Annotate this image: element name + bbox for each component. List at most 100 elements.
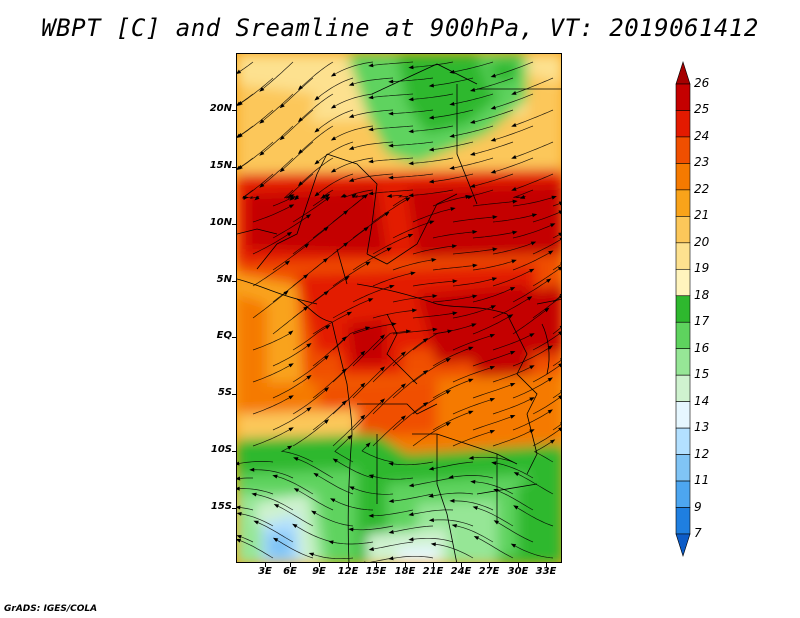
streamline-arrowhead	[449, 165, 455, 170]
streamline	[252, 233, 290, 255]
streamline-arrowhead	[388, 529, 394, 534]
streamline	[261, 157, 294, 187]
streamline	[533, 440, 554, 463]
streamline	[512, 378, 551, 399]
streamline	[261, 61, 294, 91]
streamline-arrowhead	[405, 329, 412, 334]
streamline	[515, 506, 554, 527]
streamline-arrowhead	[405, 197, 411, 202]
streamline	[513, 141, 554, 158]
streamline	[238, 61, 254, 73]
colorbar-label: 18	[694, 287, 710, 302]
streamline	[495, 489, 534, 511]
streamline-arrowhead	[391, 322, 397, 327]
streamline-arrowhead	[558, 331, 561, 336]
streamline-arrowhead	[428, 83, 434, 88]
streamline-arrowhead	[492, 215, 498, 220]
streamline-arrowhead	[288, 395, 294, 400]
streamline	[452, 61, 494, 73]
streamline-arrowhead	[314, 159, 320, 165]
streamline-arrowhead	[251, 492, 257, 497]
colorbar-label: 7	[694, 526, 702, 540]
streamline	[411, 157, 454, 164]
streamline	[452, 306, 494, 319]
streamline-arrowhead	[445, 390, 452, 395]
longitude-label: 30E	[507, 566, 529, 577]
streamline	[299, 61, 334, 89]
streamline	[391, 493, 434, 502]
streamline-arrowhead	[544, 307, 550, 313]
streamline	[452, 334, 493, 351]
streamline	[391, 173, 434, 179]
streamline-arrowhead	[388, 111, 394, 116]
streamline-arrowhead	[297, 117, 303, 123]
streamline-arrowhead	[558, 295, 561, 299]
streamline-arrowhead	[558, 210, 561, 215]
streamline-arrows	[237, 63, 561, 562]
streamline	[392, 221, 432, 239]
streamline-arrowhead	[407, 234, 414, 238]
streamline	[433, 543, 474, 559]
streamline	[272, 307, 307, 335]
streamline-arrowhead	[368, 127, 374, 132]
streamline-arrowhead	[428, 493, 434, 498]
streamline	[552, 327, 561, 335]
latitude-tick	[232, 110, 236, 111]
streamline	[432, 379, 471, 399]
streamline	[272, 344, 310, 367]
streamline-arrowhead	[351, 193, 357, 199]
streamline	[532, 364, 561, 383]
streamline	[237, 460, 274, 465]
streamline-arrowhead	[314, 191, 320, 197]
colorbar-swatch	[675, 348, 691, 376]
streamline	[371, 475, 414, 480]
colorbar-label: 16	[694, 340, 710, 355]
streamline	[472, 77, 514, 91]
streamline-arrowhead	[559, 237, 561, 241]
streamline	[272, 275, 307, 303]
latitude-label: 10N	[209, 217, 232, 228]
streamline	[472, 315, 511, 335]
streamline-arrowhead	[559, 325, 561, 328]
streamline-arrowhead	[323, 387, 330, 392]
streamline-arrowhead	[314, 95, 320, 101]
streamline-arrowhead	[512, 230, 518, 235]
colorbar-top-triangle	[675, 61, 691, 85]
streamline	[492, 297, 530, 319]
streamline-arrowhead	[344, 275, 350, 281]
streamline	[252, 292, 287, 319]
streamline-arrowhead	[348, 82, 355, 86]
streamline-arrowhead	[448, 474, 454, 479]
streamline	[451, 475, 494, 479]
streamline-arrowhead	[332, 458, 338, 463]
streamline	[472, 231, 515, 239]
streamline	[493, 157, 534, 173]
streamline	[333, 157, 374, 172]
streamline-arrowhead	[547, 377, 553, 382]
streamline-arrowhead	[386, 247, 392, 252]
streamline	[431, 519, 474, 527]
colorbar-swatch	[675, 83, 691, 111]
streamline-arrowhead	[558, 232, 561, 237]
streamline	[352, 400, 384, 431]
streamline-arrowhead	[408, 193, 414, 198]
streamline-arrowhead	[513, 505, 519, 510]
colorbar-label: 17	[694, 314, 710, 329]
streamline	[295, 458, 334, 479]
streamline-arrowhead	[530, 241, 537, 246]
streamline-arrowhead	[259, 183, 265, 188]
streamline	[333, 61, 374, 76]
colorbar-label: 22	[694, 181, 710, 196]
latitude-label: 10S	[210, 444, 232, 455]
streamline-arrowhead	[429, 220, 435, 225]
streamline-arrowhead	[469, 151, 476, 156]
longitude-label: 33E	[535, 566, 557, 577]
streamline-arrowhead	[512, 199, 518, 204]
streamline-arrowhead	[308, 552, 315, 557]
streamline-arrowhead	[513, 472, 520, 477]
streamline	[351, 109, 394, 117]
longitude-tick	[546, 563, 547, 567]
streamline-arrowhead	[468, 410, 474, 415]
colorbar-swatch	[675, 507, 691, 535]
streamline-arrowhead	[293, 488, 300, 493]
